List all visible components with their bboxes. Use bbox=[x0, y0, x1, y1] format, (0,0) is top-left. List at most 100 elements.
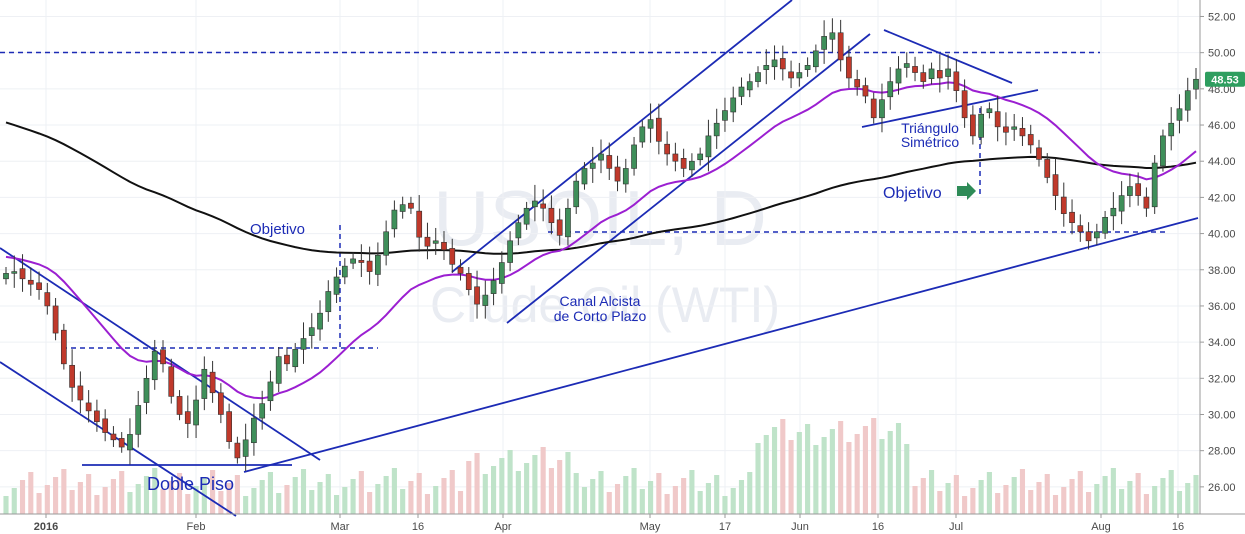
x-axis-ticks: 2016 Feb Mar 16 Apr May 17 Jun 16 Jul Aug 16 bbox=[34, 514, 1184, 533]
y-tick-label-3: 32.00 bbox=[1208, 373, 1236, 385]
volume-bar bbox=[193, 486, 199, 514]
volume-bar bbox=[631, 468, 637, 514]
volume-bar bbox=[895, 423, 902, 514]
volume-bar bbox=[846, 442, 852, 514]
watermark-symbol: USOIL, D bbox=[433, 174, 767, 262]
candle-body bbox=[498, 262, 505, 284]
candle-body bbox=[317, 312, 323, 330]
candle-body bbox=[300, 338, 307, 350]
volume-bar bbox=[1061, 487, 1067, 514]
channel-upper bbox=[451, 0, 793, 273]
candle-body bbox=[581, 168, 588, 185]
volume-bar bbox=[1028, 490, 1034, 514]
volume-bar bbox=[664, 494, 670, 514]
volume-bar bbox=[408, 481, 414, 514]
candle-body bbox=[1143, 196, 1150, 209]
volume-bar bbox=[77, 482, 83, 514]
candle-body bbox=[928, 68, 935, 80]
volume-bar bbox=[69, 490, 75, 514]
trend-lines bbox=[0, 0, 1199, 517]
candle-body bbox=[1176, 108, 1183, 121]
volume-bar bbox=[210, 470, 216, 514]
volume-bar bbox=[1135, 473, 1141, 514]
volume-bar bbox=[796, 432, 802, 514]
annotation-triangle-1: Triángulo bbox=[901, 120, 959, 136]
candle-body bbox=[705, 135, 712, 158]
volume-bar bbox=[904, 444, 910, 514]
volume-bar bbox=[937, 491, 943, 514]
candle-body bbox=[184, 411, 191, 424]
candle-body bbox=[408, 202, 414, 209]
long-term-uptrend bbox=[243, 217, 1199, 473]
candle-body bbox=[903, 63, 910, 68]
candle-body bbox=[94, 410, 100, 423]
volume-bar bbox=[1052, 495, 1059, 514]
volume-bar bbox=[267, 472, 274, 514]
volume-bar bbox=[466, 461, 472, 514]
candle-body bbox=[168, 366, 175, 397]
candle-body bbox=[391, 209, 398, 230]
x-tick-label-2: Mar bbox=[331, 521, 350, 533]
candle-body bbox=[1027, 134, 1034, 146]
candle-body bbox=[234, 442, 241, 459]
volume-bar bbox=[333, 495, 340, 514]
y-tick-label-1: 28.00 bbox=[1208, 446, 1236, 458]
volume-bar bbox=[416, 473, 422, 514]
candle-body bbox=[829, 32, 836, 40]
volume-bar bbox=[86, 474, 92, 514]
annotation-target-2: Objetivo bbox=[883, 185, 942, 202]
candle-body bbox=[1085, 231, 1092, 242]
volume-bar bbox=[962, 496, 968, 514]
candle-body bbox=[1110, 207, 1117, 217]
volume-bar bbox=[350, 479, 356, 514]
volume-bar bbox=[1168, 470, 1174, 514]
candle-body bbox=[275, 356, 282, 384]
candle-body bbox=[482, 294, 489, 306]
volume-bar bbox=[160, 489, 166, 514]
y-tick-label-12: 50.00 bbox=[1208, 48, 1236, 60]
x-tick-label-7: Jun bbox=[791, 521, 809, 533]
candle-body bbox=[1151, 162, 1158, 208]
candle-body bbox=[672, 153, 679, 162]
candle-body bbox=[110, 433, 117, 441]
volume-bar bbox=[36, 493, 42, 514]
candle-body bbox=[52, 305, 59, 334]
volume-bar bbox=[1036, 482, 1042, 514]
volume-bar bbox=[813, 445, 819, 514]
y-tick-label-8: 42.00 bbox=[1208, 192, 1236, 204]
candle-body bbox=[812, 50, 819, 68]
x-tick-label-10: Aug bbox=[1091, 521, 1111, 533]
volume-bar bbox=[1110, 468, 1116, 514]
volume-bar bbox=[515, 471, 521, 514]
last-price-badge bbox=[1205, 71, 1245, 87]
volume-bars bbox=[3, 418, 1199, 514]
candle-body bbox=[193, 399, 199, 426]
last-price-label: 48.53 bbox=[1211, 74, 1239, 86]
volume-bar bbox=[871, 418, 877, 514]
candle-body bbox=[895, 68, 902, 84]
candle-body bbox=[1019, 127, 1026, 137]
volume-bar bbox=[953, 475, 959, 514]
candle-body bbox=[441, 241, 447, 251]
annotation-channel-2: de Corto Plazo bbox=[554, 308, 647, 324]
volume-bar bbox=[127, 492, 133, 514]
candle-body bbox=[970, 114, 976, 137]
moving-average-slow bbox=[5, 121, 1197, 255]
candle-body bbox=[3, 273, 9, 280]
candle-body bbox=[936, 70, 943, 79]
candle-body bbox=[36, 282, 42, 290]
candle-body bbox=[738, 86, 745, 97]
volume-bar bbox=[383, 476, 389, 514]
volume-bar bbox=[730, 488, 736, 514]
volume-bar bbox=[457, 491, 464, 514]
candle-body bbox=[779, 58, 786, 70]
candle-body bbox=[837, 32, 844, 61]
volume-bar bbox=[648, 481, 654, 514]
volume-bar bbox=[251, 488, 257, 514]
candle-body bbox=[432, 240, 439, 244]
volume-bar bbox=[61, 469, 67, 514]
candle-body bbox=[366, 260, 373, 272]
volume-bar bbox=[482, 474, 488, 514]
